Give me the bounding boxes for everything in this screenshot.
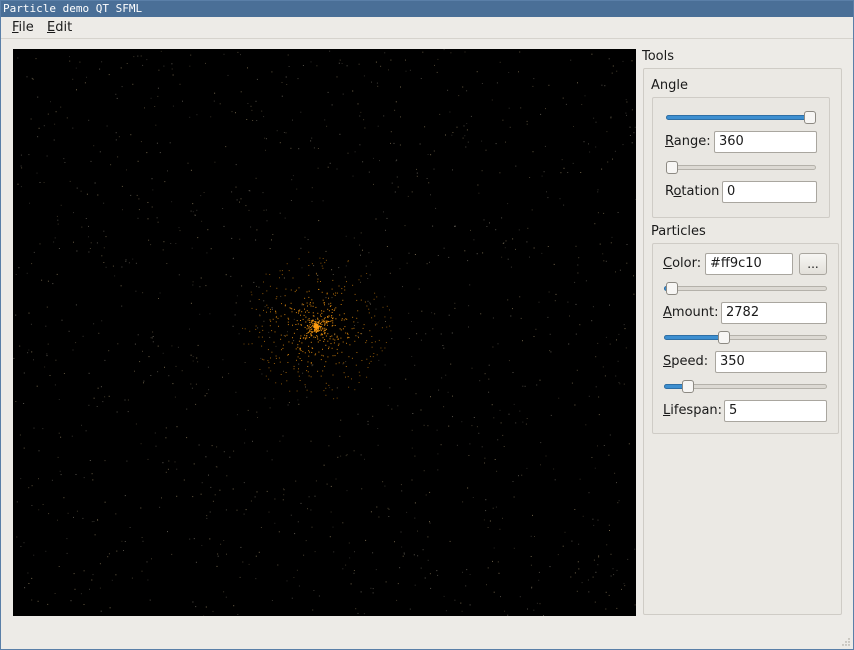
speed-label: Speed: (663, 354, 709, 369)
amount-slider[interactable] (664, 282, 827, 296)
particle-field (13, 49, 636, 616)
rotation-slider-handle[interactable] (666, 161, 678, 174)
tools-dock-title: Tools (642, 49, 675, 64)
color-label: Color: (663, 256, 702, 271)
speed-slider[interactable] (664, 331, 827, 345)
range-input[interactable]: 360 (714, 131, 817, 153)
rotation-input[interactable]: 0 (722, 181, 817, 203)
range-label: Range: (665, 134, 711, 149)
menu-file[interactable]: File (12, 20, 34, 35)
color-picker-button[interactable]: ... (799, 253, 827, 275)
particles-group-title: Particles (651, 224, 706, 239)
lifespan-input[interactable]: 5 (724, 400, 827, 422)
angle-group-title: Angle (651, 78, 688, 93)
amount-slider-handle[interactable] (665, 282, 678, 295)
menu-bar: File Edit (1, 17, 853, 39)
lifespan-label: Lifespan: (663, 403, 723, 418)
color-input[interactable]: #ff9c10 (705, 253, 793, 275)
amount-label: Amount: (663, 305, 719, 320)
speed-slider-handle[interactable] (718, 331, 731, 344)
lifespan-slider[interactable] (664, 380, 827, 394)
rotation-slider[interactable] (666, 161, 816, 175)
speed-input[interactable]: 350 (715, 351, 827, 373)
range-slider-handle[interactable] (804, 111, 816, 124)
amount-input[interactable]: 2782 (721, 302, 827, 324)
menu-edit[interactable]: Edit (47, 20, 73, 35)
range-slider[interactable] (666, 111, 816, 125)
particle-canvas[interactable] (13, 49, 636, 616)
window-titlebar[interactable]: Particle demo QT SFML (1, 1, 853, 17)
resize-grip-icon[interactable] (842, 638, 850, 646)
lifespan-slider-handle[interactable] (682, 380, 695, 393)
rotation-label: Rotation (665, 184, 720, 199)
